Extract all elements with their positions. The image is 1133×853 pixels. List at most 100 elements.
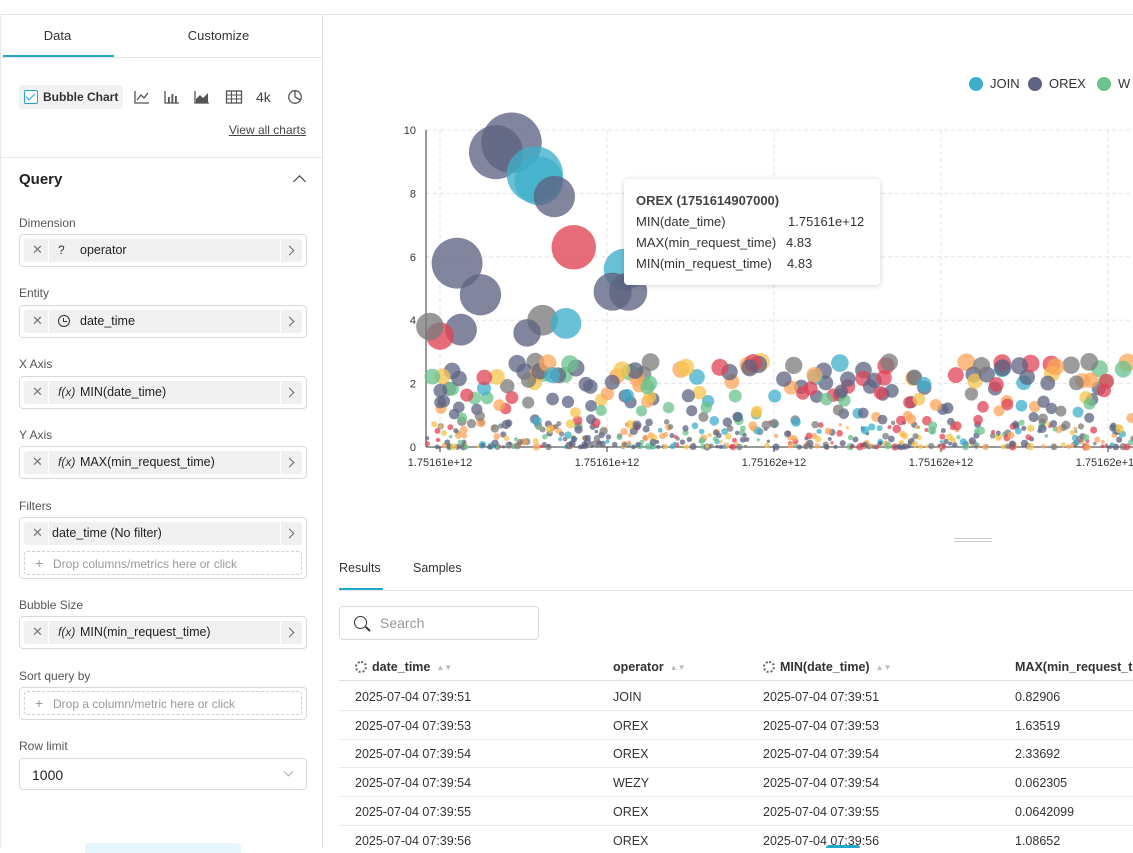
remove-icon[interactable]: ✕	[32, 313, 43, 328]
remove-icon[interactable]: ✕	[32, 454, 43, 469]
remove-icon[interactable]: ✕	[32, 624, 43, 639]
tab-data[interactable]: Data	[43, 28, 72, 43]
table-row[interactable]: 2025-07-04 07:39:56 OREX 2025-07-04 07:39:…	[339, 826, 1133, 849]
data-point	[716, 432, 722, 439]
table-icon[interactable]	[225, 89, 243, 105]
chart-tooltip: OREX (1751614907000) MIN(date_time) 1.75…	[624, 179, 880, 285]
sort-by-field[interactable]: + Drop a column/metric here or click	[19, 687, 307, 720]
data-point	[833, 444, 838, 449]
table-cell: JOIN	[613, 690, 642, 704]
tab-customize[interactable]: Customize	[187, 28, 250, 43]
bubble-size-field[interactable]: ✕ f(x) MIN(min_request_time)	[19, 616, 307, 649]
table-cell: 2025-07-04 07:39:54	[355, 747, 472, 762]
y-tick-label: 2	[410, 379, 416, 391]
dimension-pill[interactable]: ✕ ? operator	[24, 239, 302, 262]
data-point	[692, 385, 707, 400]
dimension-field[interactable]: ✕ ? operator	[19, 234, 307, 267]
data-point	[1073, 426, 1078, 431]
table-row[interactable]: 2025-07-04 07:39:53 OREX 2025-07-04 07:39:…	[339, 711, 1133, 740]
bubble-size-pill[interactable]: ✕ f(x) MIN(min_request_time)	[24, 621, 302, 644]
data-point	[887, 425, 892, 430]
data-point	[1020, 439, 1029, 448]
data-point	[948, 441, 953, 446]
tab-results[interactable]: Results	[339, 561, 381, 575]
resize-handle[interactable]	[954, 538, 992, 542]
sort-by-dropzone[interactable]: + Drop a column/metric here or click	[24, 691, 302, 715]
data-point	[444, 439, 451, 446]
dimension-label: Dimension	[19, 216, 76, 230]
data-point	[956, 435, 961, 440]
chevron-right-icon[interactable]	[280, 621, 302, 644]
data-point	[700, 401, 712, 414]
table-row[interactable]: 2025-07-04 07:39:54 WEZY 2025-07-04 07:39:…	[339, 768, 1133, 798]
update-chart-button[interactable]	[85, 843, 241, 853]
chevron-right-icon[interactable]	[280, 310, 302, 333]
data-point	[830, 441, 834, 445]
y-axis-pill[interactable]: ✕ f(x) MAX(min_request_time)	[24, 451, 302, 474]
big-number-icon[interactable]: 4k	[256, 89, 271, 105]
data-point	[857, 407, 869, 419]
y-tick-label: 8	[410, 188, 416, 200]
data-point	[448, 434, 453, 439]
data-point	[542, 441, 547, 447]
bar-chart-icon[interactable]	[163, 89, 181, 105]
column-header-operator[interactable]: operator ▲▼	[613, 660, 686, 674]
data-point	[973, 414, 983, 425]
remove-icon[interactable]: ✕	[32, 525, 43, 540]
bubble-chart-button[interactable]: Bubble Chart	[19, 85, 123, 109]
entity-field[interactable]: ✕ date_time	[19, 305, 307, 338]
chevron-right-icon[interactable]	[280, 451, 302, 474]
table-row[interactable]: 2025-07-04 07:39:54 OREX 2025-07-04 07:39:…	[339, 739, 1133, 769]
x-axis-pill[interactable]: ✕ f(x) MIN(date_time)	[24, 381, 302, 404]
data-point	[722, 417, 733, 427]
entity-value: date_time	[80, 314, 135, 328]
chevron-right-icon[interactable]	[280, 522, 302, 545]
data-point	[1060, 442, 1066, 448]
filter-pill[interactable]: ✕ date_time (No filter)	[24, 522, 302, 545]
checkbox-icon	[24, 90, 38, 104]
data-point	[990, 429, 996, 435]
x-tick-label: 1.75162e+12	[909, 457, 974, 469]
data-point	[1084, 412, 1095, 423]
chart-type-selector: Bubble Chart 4k	[19, 85, 319, 111]
data-point	[876, 370, 892, 386]
entity-pill[interactable]: ✕ date_time	[24, 310, 302, 333]
data-point	[626, 362, 644, 379]
filters-dropzone[interactable]: + Drop columns/metrics here or click	[24, 551, 302, 575]
data-point	[995, 434, 1002, 441]
tab-samples[interactable]: Samples	[413, 561, 462, 575]
dropzone-text: Drop a column/metric here or click	[53, 697, 236, 711]
collapse-chevron-icon[interactable]	[293, 175, 306, 188]
pie-chart-icon[interactable]	[286, 89, 304, 105]
y-axis-field[interactable]: ✕ f(x) MAX(min_request_time)	[19, 446, 307, 479]
search-input[interactable]	[378, 614, 528, 632]
data-point	[993, 405, 1005, 417]
row-limit-select[interactable]: 1000	[19, 758, 307, 790]
x-axis-field[interactable]: ✕ f(x) MIN(date_time)	[19, 376, 307, 409]
column-header-date-time[interactable]: date_time ▲▼	[355, 660, 452, 674]
chevron-right-icon[interactable]	[280, 239, 302, 262]
line-chart-icon[interactable]	[133, 89, 151, 105]
table-row[interactable]: 2025-07-04 07:39:55 OREX 2025-07-04 07:39:…	[339, 797, 1133, 826]
remove-icon[interactable]: ✕	[32, 384, 43, 399]
data-point	[434, 444, 440, 450]
column-header-min-date-time[interactable]: MIN(date_time) ▲▼	[763, 660, 891, 674]
area-chart-icon[interactable]	[193, 89, 211, 105]
query-section-title: Query	[19, 171, 63, 188]
data-point	[1100, 444, 1105, 449]
x-tick-label: 1.75161e+12	[575, 457, 640, 469]
data-point	[824, 427, 832, 435]
data-point	[508, 441, 512, 446]
search-box[interactable]	[339, 606, 539, 640]
settings-icon	[763, 661, 775, 673]
remove-icon[interactable]: ✕	[32, 242, 43, 257]
table-row[interactable]: 2025-07-04 07:39:51 JOIN 2025-07-04 07:39:…	[339, 682, 1133, 711]
data-point	[625, 420, 635, 430]
filters-field[interactable]: ✕ date_time (No filter) + Drop columns/m…	[19, 517, 307, 579]
data-point	[561, 355, 579, 373]
view-all-charts-link[interactable]: View all charts	[228, 123, 306, 137]
column-header-max-min-request-time[interactable]: MAX(min_request_ti	[1015, 660, 1133, 674]
data-point	[425, 436, 430, 441]
chevron-right-icon[interactable]	[280, 381, 302, 404]
sort-by-label: Sort query by	[19, 669, 91, 683]
